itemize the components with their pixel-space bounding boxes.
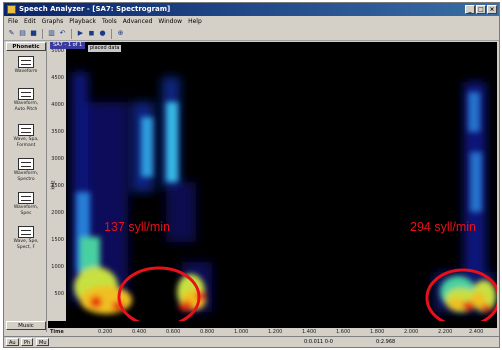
- sidebar-item-label: Waveform: [14, 69, 38, 74]
- minimize-button[interactable]: _: [465, 5, 475, 14]
- sidebar-item-wave-spect-f[interactable]: Wave, Spe, Spect, F: [8, 226, 44, 250]
- y-tick: 1500: [51, 237, 64, 243]
- title-bar[interactable]: Speech Analyzer - [SA7: Spectrogram] _ □…: [4, 3, 499, 16]
- y-tick: 2000: [51, 210, 64, 216]
- energy-region-left-utterance: [72, 72, 212, 314]
- menu-playback[interactable]: Playback: [69, 18, 96, 25]
- sidebar-item-wave-formant[interactable]: Wave, Spa, Formant: [8, 124, 44, 148]
- layout-icon: [18, 158, 34, 170]
- sidebar-item-label: Wave, Spe, Spect, F: [13, 239, 39, 250]
- sidebar-header[interactable]: Phonetic: [6, 42, 46, 51]
- layout-icon: [18, 88, 34, 100]
- menu-help[interactable]: Help: [188, 18, 202, 25]
- layout-icon: [18, 226, 34, 238]
- menu-graphs[interactable]: Graphs: [41, 18, 64, 25]
- x-tick: 1.800: [370, 329, 385, 335]
- layout-icon: [18, 192, 34, 204]
- sidebar-item-label: Waveform, Spectro: [13, 171, 39, 182]
- toolbar-separator: [111, 28, 112, 39]
- toolbar-separator: [71, 28, 72, 39]
- stop-icon[interactable]: ◼: [88, 29, 95, 37]
- menu-tools[interactable]: Tools: [101, 18, 117, 25]
- x-tick: 0.800: [200, 329, 215, 335]
- sidebar-item-waveform[interactable]: Waveform: [8, 56, 44, 75]
- status-tab-audio[interactable]: Au: [6, 338, 19, 346]
- menu-window[interactable]: Window: [158, 18, 183, 25]
- spectrogram-plot[interactable]: [66, 42, 497, 321]
- syllable-rate-highlight-circles: [117, 266, 497, 321]
- open-icon[interactable]: ▤: [19, 29, 26, 37]
- plot-title: placed data: [88, 45, 122, 52]
- right-rate-annotation: 294 syll/min: [410, 220, 476, 234]
- menu-edit[interactable]: Edit: [24, 18, 36, 25]
- status-tab-phonetic[interactable]: Ph: [21, 338, 34, 346]
- energy-region-right-utterance: [434, 82, 496, 312]
- cursor-position-readout: 0:0.011 0-0: [304, 339, 333, 345]
- y-tick: 3000: [51, 156, 64, 162]
- y-tick: 4500: [51, 75, 64, 81]
- menu-bar: File Edit Graphs Playback Tools Advanced…: [4, 16, 499, 27]
- sidebar-item-waveform-pitch[interactable]: Waveform, Auto Pitch: [8, 88, 44, 112]
- sidebar-item-label: Waveform, Spec: [13, 205, 39, 216]
- y-axis-label: kHz: [50, 180, 57, 190]
- left-syllable-circle: [117, 266, 201, 321]
- sidebar-item-label: Waveform, Auto Pitch: [13, 101, 39, 112]
- app-icon: [7, 5, 16, 14]
- toolbar: ✎ ▤ ■ ▥ ↶ ▶ ◼ ● ⊕: [4, 27, 499, 41]
- y-tick: 2500: [51, 183, 64, 189]
- layout-icon: [18, 124, 34, 136]
- close-button[interactable]: ×: [487, 5, 497, 14]
- x-tick: 1.000: [234, 329, 249, 335]
- x-tick: 1.200: [268, 329, 283, 335]
- sidebar-footer-tab[interactable]: Music: [6, 321, 46, 330]
- time-axis: Time 0.200 0.400 0.600 0.800 1.000 1.200…: [48, 328, 497, 337]
- left-rate-annotation: 137 syll/min: [104, 220, 170, 234]
- sidebar-item-waveform-spec[interactable]: Waveform, Spec: [8, 192, 44, 216]
- y-tick: 1000: [51, 264, 64, 270]
- document-tab[interactable]: SA7 - 1 of 1: [50, 42, 86, 49]
- x-tick: 2.400: [469, 329, 484, 335]
- status-tab-music[interactable]: Mu: [36, 338, 50, 346]
- x-tick: 0.600: [166, 329, 181, 335]
- frequency-axis: 5000 4500 4000 3500 3000 2500 2000 1500 …: [48, 42, 66, 321]
- x-tick: 1.600: [336, 329, 351, 335]
- window-title: Speech Analyzer - [SA7: Spectrogram]: [19, 5, 171, 13]
- print-icon[interactable]: ▥: [48, 29, 55, 37]
- menu-advanced[interactable]: Advanced: [122, 18, 153, 25]
- sidebar-item-label: Wave, Spa, Formant: [13, 137, 39, 148]
- x-tick: 0.400: [132, 329, 147, 335]
- x-tick: 1.400: [302, 329, 317, 335]
- undo-icon[interactable]: ↶: [59, 29, 66, 37]
- y-tick: 5000: [51, 48, 64, 54]
- y-tick: 3500: [51, 129, 64, 135]
- save-icon[interactable]: ■: [30, 29, 37, 37]
- layout-icon: [18, 56, 34, 68]
- window-controls: _ □ ×: [465, 5, 497, 14]
- toolbar-separator: [42, 28, 43, 39]
- x-axis-label: Time: [50, 329, 64, 335]
- x-tick: 0.200: [98, 329, 113, 335]
- graph-layout-sidebar: Phonetic Waveform Waveform, Auto Pitch W…: [6, 42, 47, 332]
- play-icon[interactable]: ▶: [77, 29, 84, 37]
- y-tick: 4000: [51, 102, 64, 108]
- y-tick: 500: [54, 291, 64, 297]
- file-length-readout: 0:2.968: [376, 339, 396, 345]
- sidebar-item-waveform-spectro[interactable]: Waveform, Spectro: [8, 158, 44, 182]
- new-icon[interactable]: ✎: [8, 29, 15, 37]
- right-syllable-circle: [425, 268, 497, 321]
- x-tick: 2.000: [404, 329, 419, 335]
- maximize-button[interactable]: □: [476, 5, 486, 14]
- record-icon[interactable]: ●: [99, 29, 106, 37]
- x-tick: 2.200: [438, 329, 453, 335]
- speech-analyzer-window: Speech Analyzer - [SA7: Spectrogram] _ □…: [3, 2, 500, 348]
- spectrogram-window: 5000 4500 4000 3500 3000 2500 2000 1500 …: [48, 42, 497, 337]
- menu-file[interactable]: File: [8, 18, 19, 25]
- zoom-icon[interactable]: ⊕: [117, 29, 124, 37]
- status-bar: Au Ph Mu 0:0.011 0-0 0:2.968: [4, 336, 499, 347]
